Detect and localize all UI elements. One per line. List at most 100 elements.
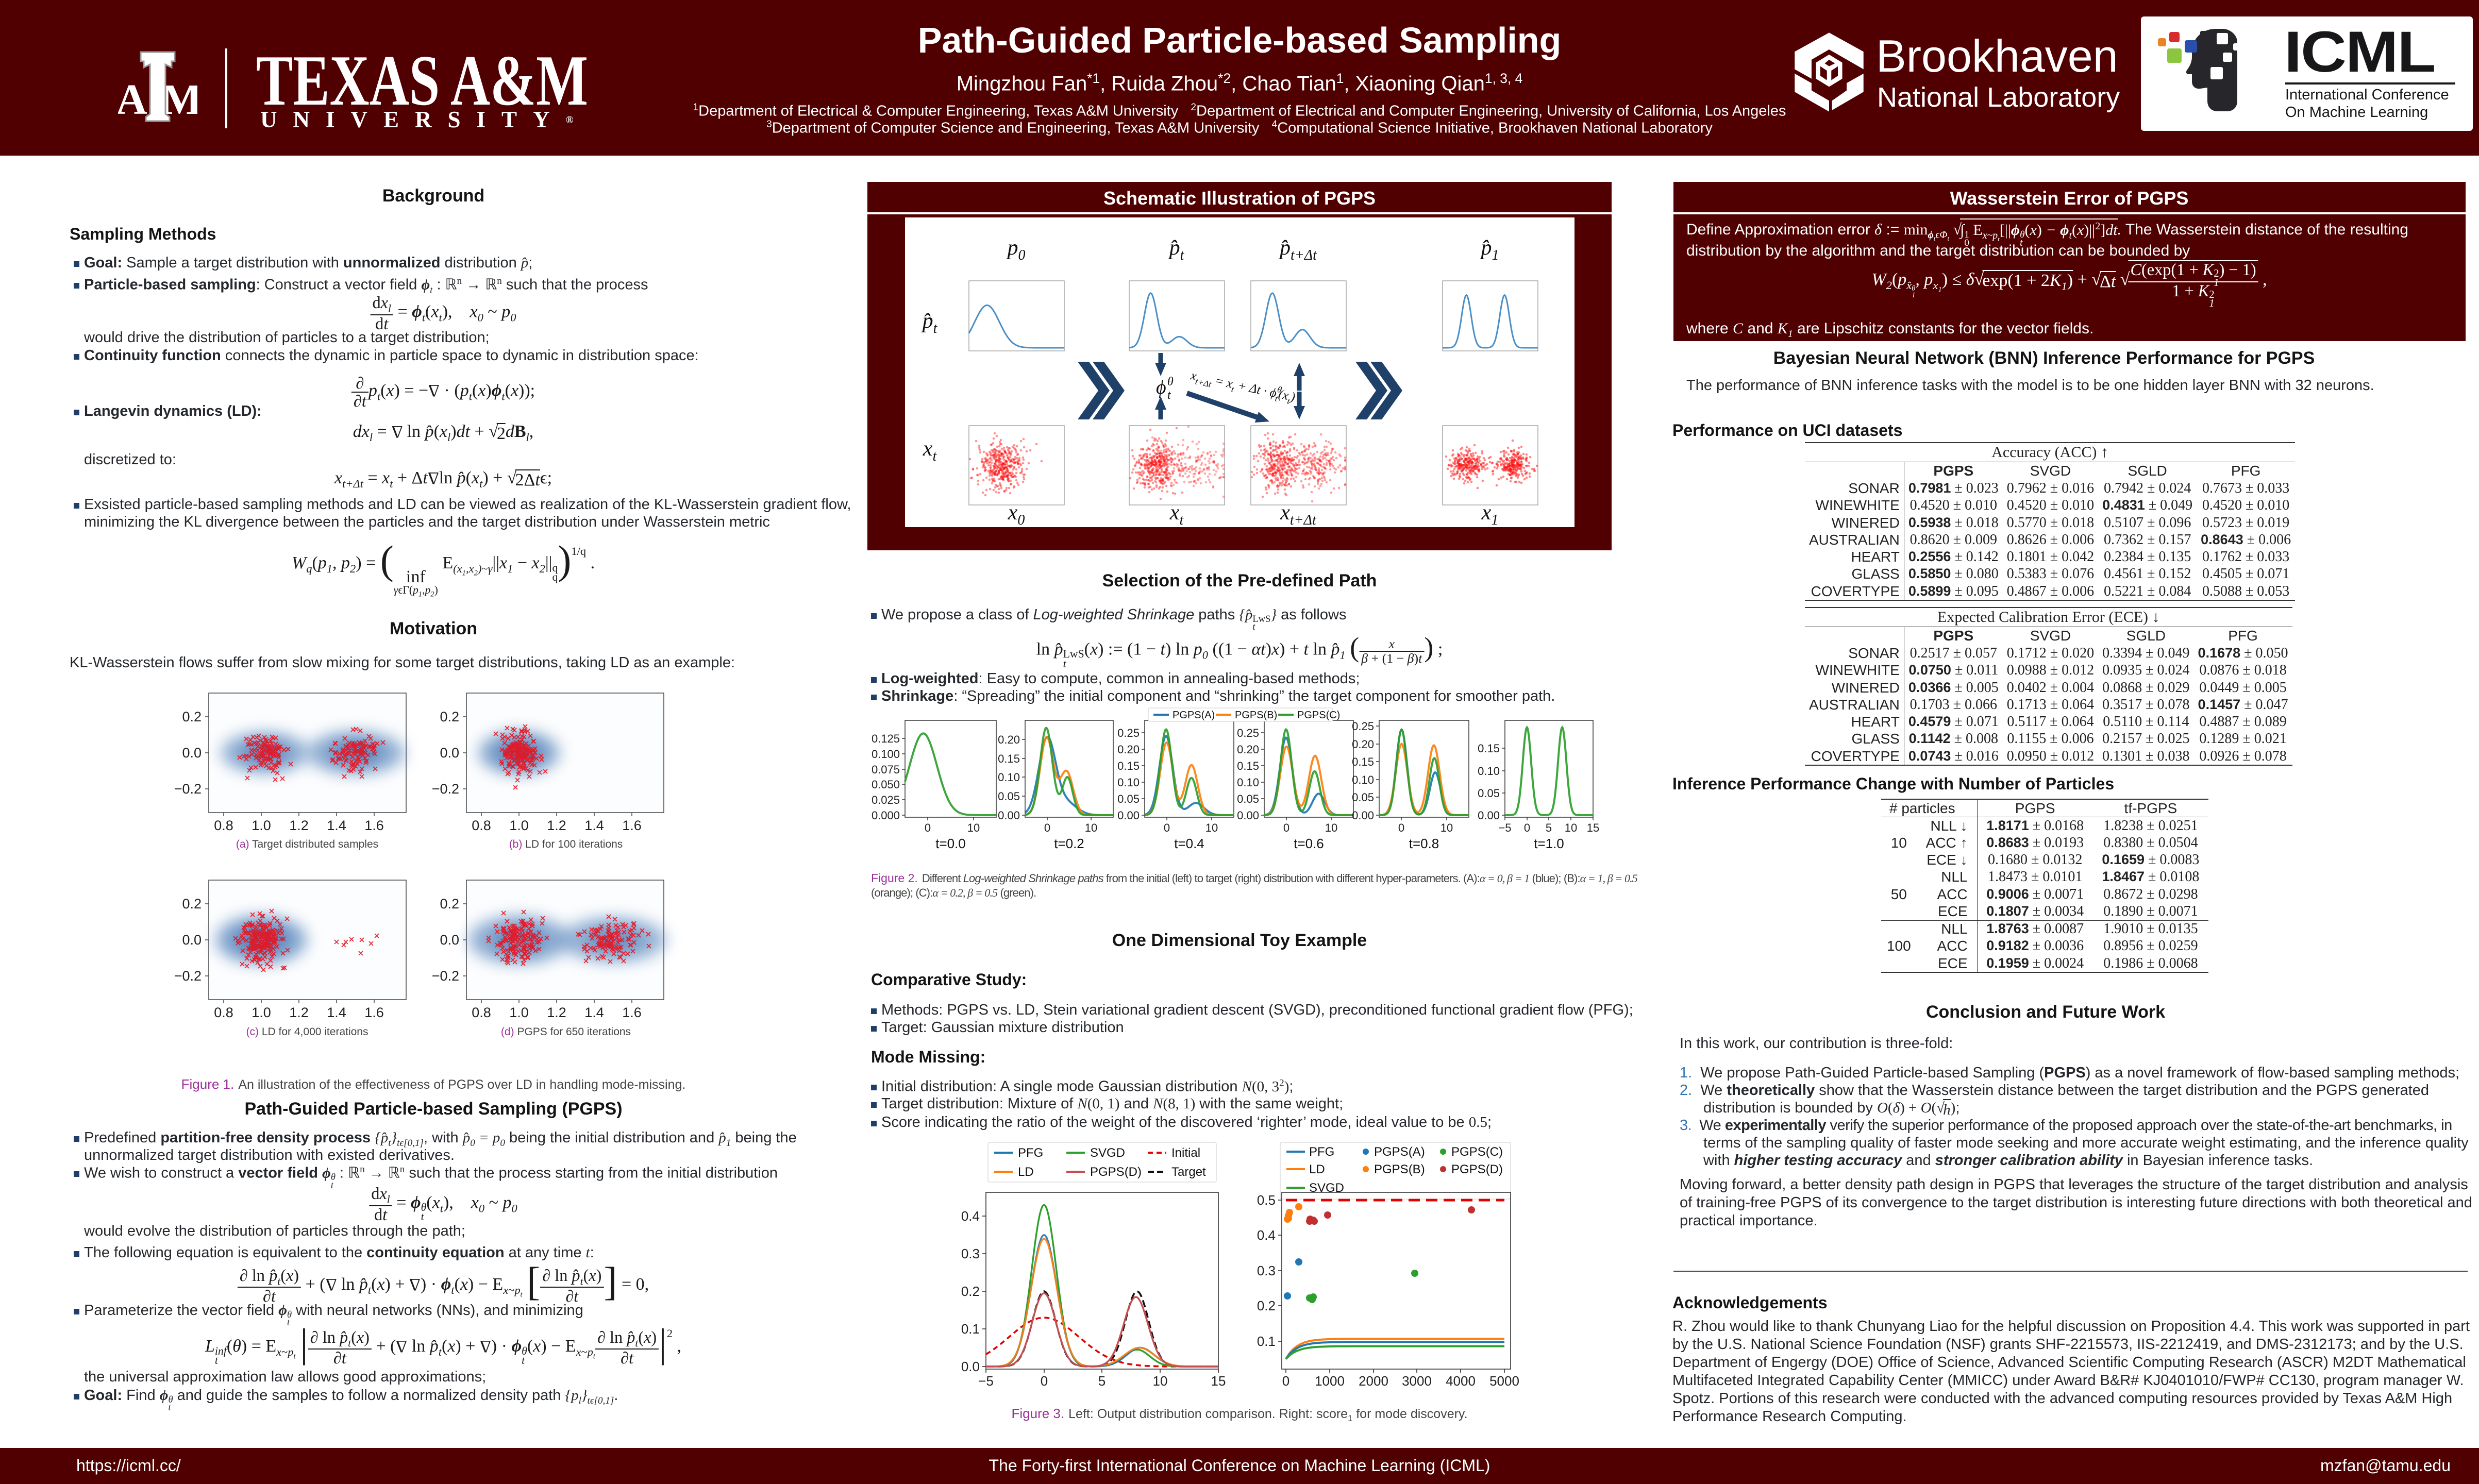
svg-text:p̂t: p̂t: [1168, 236, 1185, 263]
svg-text:−5: −5: [978, 1373, 994, 1389]
svg-text:−0.2: −0.2: [174, 781, 202, 797]
svg-text:−0.2: −0.2: [174, 968, 202, 984]
svg-text:10: 10: [1085, 821, 1097, 834]
svg-text:SVGD: SVGD: [1090, 1146, 1125, 1160]
svg-text:0.2: 0.2: [961, 1284, 980, 1299]
svg-text:0.1: 0.1: [961, 1321, 980, 1337]
svg-text:0.10: 0.10: [1237, 776, 1259, 789]
svg-text:0.00: 0.00: [1117, 809, 1140, 822]
svg-text:0.10: 0.10: [998, 771, 1020, 784]
svg-text:t=0.2: t=0.2: [1054, 836, 1084, 851]
svg-text:t: t: [1167, 389, 1171, 402]
svg-text:0.8: 0.8: [472, 1005, 491, 1020]
svg-text:0: 0: [1041, 1373, 1048, 1389]
svg-text:PFG: PFG: [1309, 1145, 1334, 1159]
svg-text:1.0: 1.0: [252, 818, 271, 833]
svg-text:0.25: 0.25: [1117, 727, 1140, 739]
svg-text:p̂1: p̂1: [1480, 236, 1499, 263]
svg-text:t=0.8: t=0.8: [1409, 836, 1439, 851]
svg-text:A: A: [118, 76, 147, 124]
svg-text:0: 0: [1398, 821, 1404, 834]
svg-text:0: 0: [925, 821, 931, 834]
svg-text:−0.2: −0.2: [432, 781, 459, 797]
svg-text:0.0: 0.0: [440, 745, 459, 761]
svg-text:10: 10: [1153, 1373, 1168, 1389]
svg-text:x: x: [1099, 1392, 1105, 1394]
svg-text:θ: θ: [1167, 375, 1174, 389]
svg-text:1.4: 1.4: [327, 1005, 346, 1020]
svg-text:PGPS(A): PGPS(A): [1374, 1145, 1425, 1159]
svg-text:PGPS(C): PGPS(C): [1297, 710, 1340, 721]
svg-text:0.0: 0.0: [182, 745, 202, 761]
svg-text:PGPS(B): PGPS(B): [1235, 710, 1277, 721]
svg-text:0.05: 0.05: [998, 790, 1020, 803]
svg-text:t=1.0: t=1.0: [1534, 836, 1564, 851]
svg-text:1000: 1000: [1315, 1373, 1345, 1389]
svg-text:0.25: 0.25: [1237, 727, 1259, 739]
svg-text:0.0: 0.0: [961, 1359, 980, 1374]
svg-text:xt: xt: [923, 437, 937, 464]
svg-text:−5: −5: [1498, 821, 1511, 834]
svg-text:Initial: Initial: [1171, 1146, 1200, 1160]
svg-text:0.000: 0.000: [872, 809, 900, 822]
svg-text:5: 5: [1098, 1373, 1105, 1389]
svg-text:0.125: 0.125: [872, 732, 900, 745]
svg-text:0.05: 0.05: [1352, 791, 1374, 804]
svg-text:0.20: 0.20: [998, 733, 1020, 746]
svg-text:5: 5: [1546, 821, 1552, 834]
svg-text:15: 15: [1587, 821, 1599, 834]
svg-text:0.00: 0.00: [998, 809, 1020, 822]
svg-text:10: 10: [1565, 821, 1577, 834]
svg-text:2000: 2000: [1359, 1373, 1388, 1389]
svg-text:−0.2: −0.2: [432, 968, 459, 984]
svg-text:1.6: 1.6: [622, 818, 642, 833]
svg-text:0.075: 0.075: [872, 763, 900, 776]
svg-text:PGPS(C): PGPS(C): [1451, 1145, 1503, 1159]
svg-text:0.4: 0.4: [1257, 1227, 1276, 1243]
svg-text:PGPS(A): PGPS(A): [1172, 710, 1215, 721]
svg-text:0.2: 0.2: [182, 896, 202, 912]
svg-text:1.2: 1.2: [289, 818, 309, 833]
svg-text:0.4: 0.4: [961, 1208, 980, 1224]
svg-text:0: 0: [1044, 821, 1050, 834]
svg-text:0: 0: [1164, 821, 1170, 834]
svg-text:4000: 4000: [1446, 1373, 1476, 1389]
svg-text:0.10: 0.10: [1478, 765, 1500, 778]
svg-text:1.0: 1.0: [252, 1005, 271, 1020]
svg-text:0.05: 0.05: [1478, 787, 1500, 800]
svg-text:0.8: 0.8: [472, 818, 491, 833]
svg-text:1.4: 1.4: [327, 818, 346, 833]
svg-text:0.0: 0.0: [440, 932, 459, 948]
svg-text:0.050: 0.050: [872, 778, 900, 791]
svg-text:iteration: iteration: [1372, 1392, 1420, 1394]
svg-text:0.8: 0.8: [214, 818, 233, 833]
svg-text:1.6: 1.6: [364, 818, 384, 833]
svg-text:10: 10: [1325, 821, 1337, 834]
svg-text:Target: Target: [1171, 1165, 1206, 1179]
svg-text:1.4: 1.4: [584, 818, 604, 833]
svg-text:0.20: 0.20: [1352, 738, 1374, 751]
svg-text:10: 10: [1440, 821, 1453, 834]
svg-text:0.2: 0.2: [1257, 1298, 1276, 1313]
svg-text:0.10: 0.10: [1352, 773, 1374, 786]
svg-text:xt+Δt: xt+Δt: [1280, 501, 1317, 527]
svg-text:10: 10: [1205, 821, 1218, 834]
svg-text:0.5: 0.5: [1257, 1192, 1276, 1208]
svg-text:0: 0: [1283, 821, 1289, 834]
svg-text:LD: LD: [1018, 1165, 1034, 1179]
svg-text:0.10: 0.10: [1117, 776, 1140, 789]
svg-text:0.3: 0.3: [1257, 1263, 1276, 1278]
svg-text:0.20: 0.20: [1237, 743, 1259, 756]
svg-text:PGPS(B): PGPS(B): [1374, 1162, 1425, 1176]
svg-text:p̂t: p̂t: [921, 309, 938, 336]
svg-text:15: 15: [1211, 1373, 1226, 1389]
svg-text:LD: LD: [1309, 1162, 1325, 1176]
svg-text:0.025: 0.025: [872, 794, 900, 806]
svg-text:1.0: 1.0: [509, 818, 529, 833]
svg-text:0.3: 0.3: [961, 1246, 980, 1261]
svg-text:p0: p0: [1006, 236, 1026, 263]
svg-text:t=0.4: t=0.4: [1174, 836, 1204, 851]
svg-text:0: 0: [1524, 821, 1530, 834]
svg-text:PGPS(D): PGPS(D): [1090, 1165, 1142, 1179]
svg-text:0.00: 0.00: [1237, 809, 1259, 822]
